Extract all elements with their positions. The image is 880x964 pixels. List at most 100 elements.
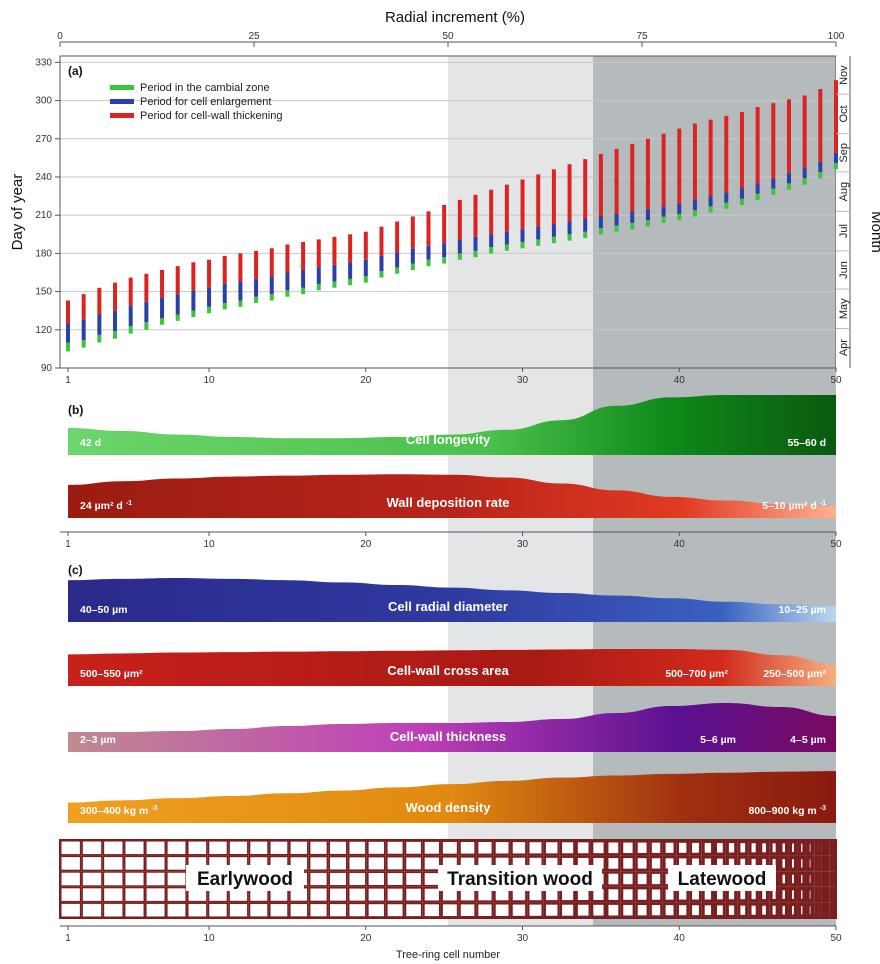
- wall-thickening-bar: [316, 239, 321, 268]
- x-tick-label: 1: [65, 375, 71, 386]
- wood-cell: [166, 886, 187, 903]
- wood-cell: [797, 871, 807, 887]
- wall-thickening-bar: [755, 106, 760, 184]
- wood-cell: [806, 855, 815, 872]
- enlargement-bar: [301, 269, 306, 288]
- wall-thickening-bar: [113, 282, 118, 311]
- x-tick-label: 20: [360, 539, 372, 550]
- wood-cell: [806, 840, 815, 856]
- cambial-zone-bar: [81, 339, 86, 348]
- cambial-zone-bar: [739, 198, 744, 205]
- wood-cell: [385, 855, 405, 872]
- wood-cell: [758, 902, 770, 919]
- wall-thickening-bar: [97, 287, 102, 315]
- cell-wall-cross-area-band: [68, 649, 836, 686]
- wood-cell: [814, 886, 822, 903]
- cambial-zone-bar: [489, 247, 494, 254]
- wood-cell: [649, 855, 663, 872]
- wood-cell: [620, 902, 636, 919]
- x-axis-title: Tree-ring cell number: [396, 949, 500, 961]
- cell-longevity-left-value: 42 d: [80, 437, 101, 449]
- wood-cell: [737, 840, 749, 856]
- x-tick-label: 50: [830, 375, 842, 386]
- enlargement-bar: [442, 243, 447, 258]
- wood-cell: [788, 855, 798, 872]
- month-label-jul: Jul: [838, 224, 850, 238]
- month-label-sep: Sep: [838, 143, 850, 163]
- cambial-zone-bar: [598, 227, 603, 235]
- wood-cell: [510, 902, 528, 919]
- wood-cell: [821, 855, 830, 872]
- wood-cell: [620, 886, 636, 903]
- enlargement-bar: [583, 219, 588, 232]
- enlargement-bar: [567, 221, 572, 235]
- x-tick-label: 10: [203, 375, 215, 386]
- wall-thickening-bar: [285, 244, 290, 273]
- wood-cell: [347, 886, 367, 903]
- cambial-zone-bar: [834, 162, 838, 170]
- wood-cell: [779, 855, 789, 872]
- wood-density-right-value-text: 800–900 kg m: [748, 805, 816, 817]
- wall-thickening-bar: [708, 119, 713, 197]
- x-tick-label: 1: [65, 933, 71, 944]
- wood-cell: [713, 839, 726, 856]
- enlargement-bar: [504, 231, 509, 245]
- wood-cell: [366, 871, 386, 887]
- enlargement-bar: [222, 283, 227, 304]
- wood-cell: [605, 840, 621, 856]
- cambial-zone-bar: [66, 342, 70, 352]
- wood-cell: [404, 871, 423, 887]
- wall-thickening-bar: [677, 128, 682, 204]
- cambial-zone-bar: [630, 222, 635, 230]
- x-tick-label: 30: [517, 375, 529, 386]
- x-axis-ticks: 1 10 20 30 40 50: [65, 926, 842, 944]
- enlargement-bar: [410, 248, 415, 264]
- cambial-zone-bar: [285, 290, 290, 297]
- enlargement-bar: [81, 319, 86, 340]
- cambial-zone-bar: [567, 234, 572, 241]
- wall-thickening-bar: [645, 138, 650, 209]
- wood-cell: [123, 855, 146, 872]
- cell-radial-diameter-left-value: 40–50 µm: [80, 604, 128, 616]
- enlargement-bar: [598, 216, 603, 228]
- cell-wall-thickness-left-value-text: 2–3 µm: [80, 734, 116, 746]
- cambial-zone-bar: [708, 206, 713, 213]
- zone-label-plate: [668, 865, 776, 891]
- wall-deposition-rate-band: [68, 474, 836, 518]
- wall-thickening-bar: [81, 294, 86, 320]
- wood-cell: [328, 871, 348, 887]
- cambial-zone-bar: [128, 325, 133, 334]
- y-axis-ticks: 90 120 150 180 210 240 270 300 330: [35, 57, 60, 374]
- wood-cell: [748, 840, 759, 856]
- wood-cell: [605, 886, 621, 903]
- enlargement-bar: [457, 239, 462, 254]
- enlargement-bar: [818, 161, 823, 172]
- wood-cell: [308, 886, 329, 903]
- wall-thickening-bar: [520, 179, 525, 230]
- y-tick-label: 150: [35, 287, 52, 298]
- wood-cell: [689, 902, 702, 919]
- cambial-zone-bar: [457, 253, 462, 260]
- wood-cell: [662, 902, 677, 919]
- wood-cell: [404, 886, 423, 903]
- wood-cell: [797, 840, 807, 856]
- wood-cell: [814, 902, 822, 919]
- wall-thickening-bar: [567, 164, 572, 222]
- zone-label-plate: [186, 865, 304, 891]
- wall-thickening-bar: [724, 115, 729, 193]
- cambial-zone-bar: [254, 296, 259, 304]
- wall-thickening-bar: [160, 269, 165, 298]
- cell-radial-diameter-right-value: 10–25 µm: [778, 604, 826, 616]
- wood-cell: [620, 855, 636, 872]
- enlargement-bar: [426, 245, 431, 260]
- enlargement-bar: [175, 294, 180, 315]
- cell-radial-diameter-left-value-text: 40–50 µm: [80, 604, 128, 616]
- x-tick-label: 20: [360, 933, 372, 944]
- wood-cell: [476, 902, 494, 919]
- enlargement-bar: [363, 259, 368, 277]
- wood-cell: [797, 855, 807, 872]
- enlargement-bar: [285, 272, 290, 291]
- top-axis-title: Radial increment (%): [385, 9, 525, 26]
- wood-cell: [102, 855, 124, 872]
